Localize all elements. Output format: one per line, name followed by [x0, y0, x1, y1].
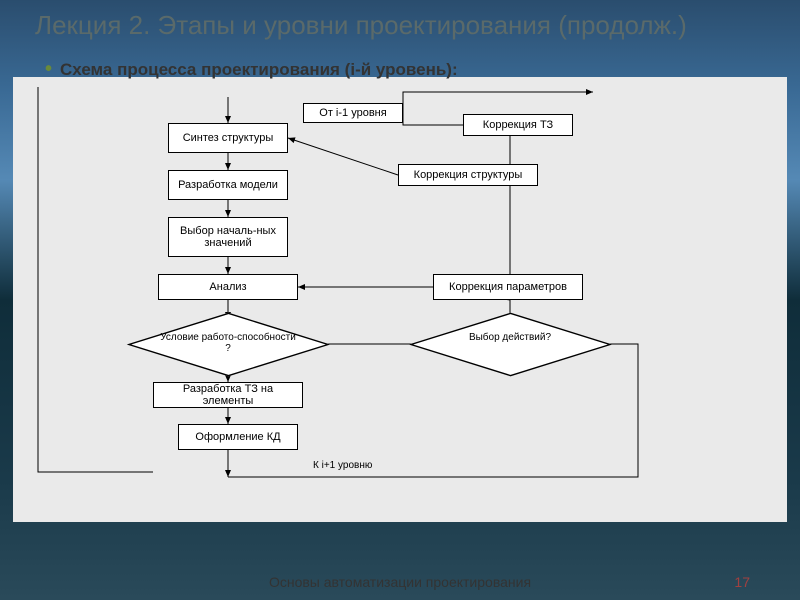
node-n4: Анализ	[158, 274, 298, 300]
label-l1: К i+1 уровню	[313, 460, 372, 471]
edge-16	[38, 87, 153, 472]
slide-title: Лекция 2. Этапы и уровни проектирования …	[35, 10, 687, 41]
node-n3: Выбор началь-ных значений	[168, 217, 288, 257]
node-n11: Коррекция ТЗ	[463, 114, 573, 136]
page-number: 17	[734, 574, 750, 590]
edge-12	[288, 138, 398, 175]
flowchart-edges	[13, 77, 787, 522]
node-n12: От i-1 уровня	[303, 103, 403, 123]
node-n10: Коррекция структуры	[398, 164, 538, 186]
edge-15	[228, 344, 638, 477]
bullet-text: Схема процесса проектирования (i-й урове…	[45, 58, 458, 81]
node-n8: Коррекция параметров	[433, 274, 583, 300]
footer-text: Основы автоматизации проектирования	[0, 574, 800, 590]
node-n1: Синтез структуры	[168, 123, 288, 153]
flowchart-diagram: Синтез структуры Разработка модели Выбор н…	[13, 77, 787, 522]
node-n7: Оформление КД	[178, 424, 298, 450]
node-n2: Разработка модели	[168, 170, 288, 200]
node-n6: Разработка ТЗ на элементы	[153, 382, 303, 408]
